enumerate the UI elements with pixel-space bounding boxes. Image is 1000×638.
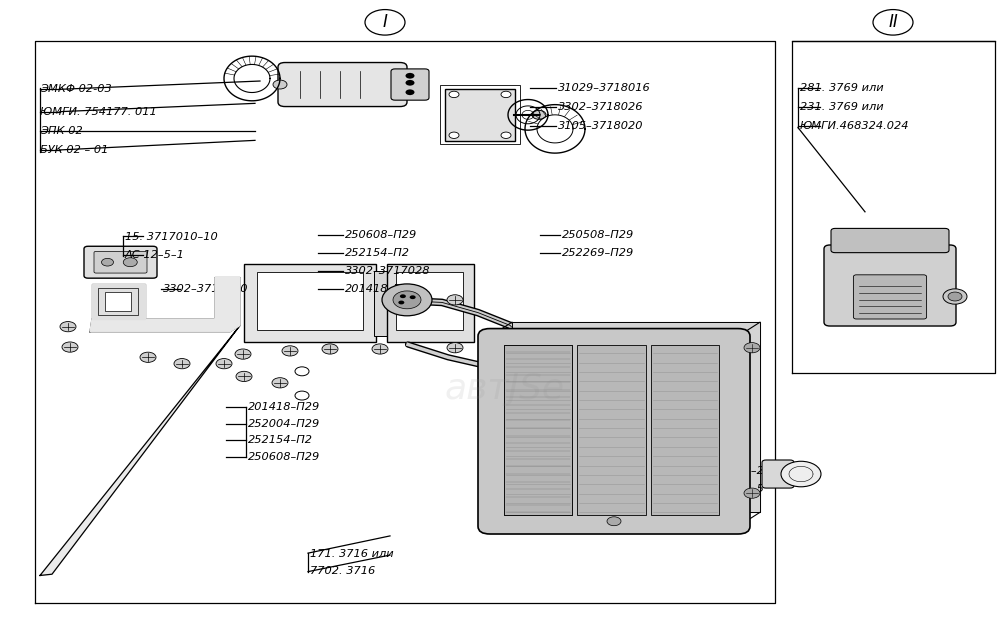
- Polygon shape: [512, 322, 760, 512]
- FancyBboxPatch shape: [84, 246, 157, 278]
- Text: 7702. 3716: 7702. 3716: [310, 566, 375, 576]
- Polygon shape: [92, 284, 145, 319]
- Polygon shape: [40, 325, 240, 575]
- Circle shape: [393, 291, 421, 309]
- Circle shape: [943, 289, 967, 304]
- Circle shape: [607, 517, 621, 526]
- Circle shape: [62, 342, 78, 352]
- Circle shape: [273, 80, 287, 89]
- FancyBboxPatch shape: [831, 228, 949, 253]
- Text: 231. 3769 или: 231. 3769 или: [800, 101, 884, 112]
- Circle shape: [102, 258, 114, 266]
- Circle shape: [406, 73, 415, 78]
- Text: БУК 02 – 01: БУК 02 – 01: [40, 145, 108, 155]
- Text: 31029–3718016: 31029–3718016: [558, 83, 651, 93]
- Circle shape: [410, 295, 416, 299]
- Circle shape: [447, 295, 463, 305]
- Polygon shape: [90, 278, 240, 332]
- Text: 281. 3769 или: 281. 3769 или: [800, 83, 884, 93]
- Circle shape: [447, 343, 463, 353]
- Circle shape: [60, 322, 76, 332]
- Text: 252269–П29: 252269–П29: [562, 248, 634, 258]
- Bar: [257, 272, 363, 330]
- Text: 171. 3716 или: 171. 3716 или: [310, 549, 394, 559]
- Text: 3105–3718020: 3105–3718020: [558, 121, 644, 131]
- Circle shape: [744, 488, 760, 498]
- Text: ЮМГИ.468324.024: ЮМГИ.468324.024: [800, 121, 910, 131]
- Text: 15. 3717010–10: 15. 3717010–10: [125, 232, 218, 242]
- Circle shape: [948, 292, 962, 301]
- FancyBboxPatch shape: [244, 264, 376, 342]
- Circle shape: [400, 294, 406, 298]
- FancyBboxPatch shape: [762, 460, 794, 488]
- FancyBboxPatch shape: [374, 271, 396, 336]
- Circle shape: [236, 371, 252, 382]
- Bar: [98, 288, 138, 315]
- Text: 3302–3718026: 3302–3718026: [558, 101, 644, 112]
- FancyBboxPatch shape: [853, 275, 927, 319]
- FancyBboxPatch shape: [387, 264, 474, 342]
- Circle shape: [372, 344, 388, 354]
- Text: А 12–5: А 12–5: [726, 484, 765, 494]
- Circle shape: [322, 344, 338, 354]
- Bar: [396, 272, 463, 330]
- Text: aвтJSe: aвтJSe: [445, 372, 565, 406]
- FancyBboxPatch shape: [94, 251, 147, 273]
- Bar: [577, 345, 646, 515]
- Text: 201418–П29: 201418–П29: [248, 402, 320, 412]
- Circle shape: [406, 80, 415, 85]
- FancyBboxPatch shape: [391, 69, 429, 100]
- Circle shape: [123, 258, 137, 267]
- Text: 250608–П29: 250608–П29: [345, 230, 417, 240]
- Circle shape: [282, 346, 298, 356]
- Text: 250608–П29: 250608–П29: [248, 452, 320, 462]
- Circle shape: [501, 132, 511, 138]
- Text: II: II: [888, 13, 898, 31]
- Text: 3302–3717028: 3302–3717028: [345, 266, 430, 276]
- Bar: [504, 345, 572, 515]
- FancyBboxPatch shape: [824, 245, 956, 326]
- Text: I: I: [383, 13, 387, 31]
- Bar: [504, 345, 572, 515]
- Text: 250508–П29: 250508–П29: [562, 230, 634, 240]
- Text: ЭМКΦ 02-03: ЭМКΦ 02-03: [40, 84, 112, 94]
- Text: ЭПК 02: ЭПК 02: [40, 126, 83, 136]
- Circle shape: [449, 91, 459, 98]
- Text: 252154–П2: 252154–П2: [345, 248, 410, 258]
- Bar: [105, 292, 131, 311]
- Text: ЮМГИ. 754177. 011: ЮМГИ. 754177. 011: [40, 107, 157, 117]
- Circle shape: [744, 343, 760, 353]
- Circle shape: [501, 91, 511, 98]
- Text: АС 12–5–1: АС 12–5–1: [125, 250, 185, 260]
- Circle shape: [272, 378, 288, 388]
- Text: 201418–П29: 201418–П29: [345, 284, 417, 294]
- Circle shape: [532, 110, 546, 119]
- Text: А 12–21–3: А 12–21–3: [726, 466, 785, 476]
- Circle shape: [174, 359, 190, 369]
- FancyBboxPatch shape: [478, 329, 750, 534]
- FancyBboxPatch shape: [278, 63, 407, 107]
- Circle shape: [781, 461, 821, 487]
- FancyBboxPatch shape: [445, 89, 515, 141]
- Circle shape: [398, 300, 404, 304]
- Text: 252004–П29: 252004–П29: [248, 419, 320, 429]
- Circle shape: [216, 359, 232, 369]
- Text: 3302–3717080: 3302–3717080: [163, 284, 248, 294]
- Circle shape: [382, 284, 432, 316]
- Circle shape: [235, 349, 251, 359]
- Bar: [651, 345, 719, 515]
- Text: 252154–П2: 252154–П2: [248, 435, 313, 445]
- Circle shape: [449, 132, 459, 138]
- Circle shape: [140, 352, 156, 362]
- Circle shape: [406, 89, 415, 95]
